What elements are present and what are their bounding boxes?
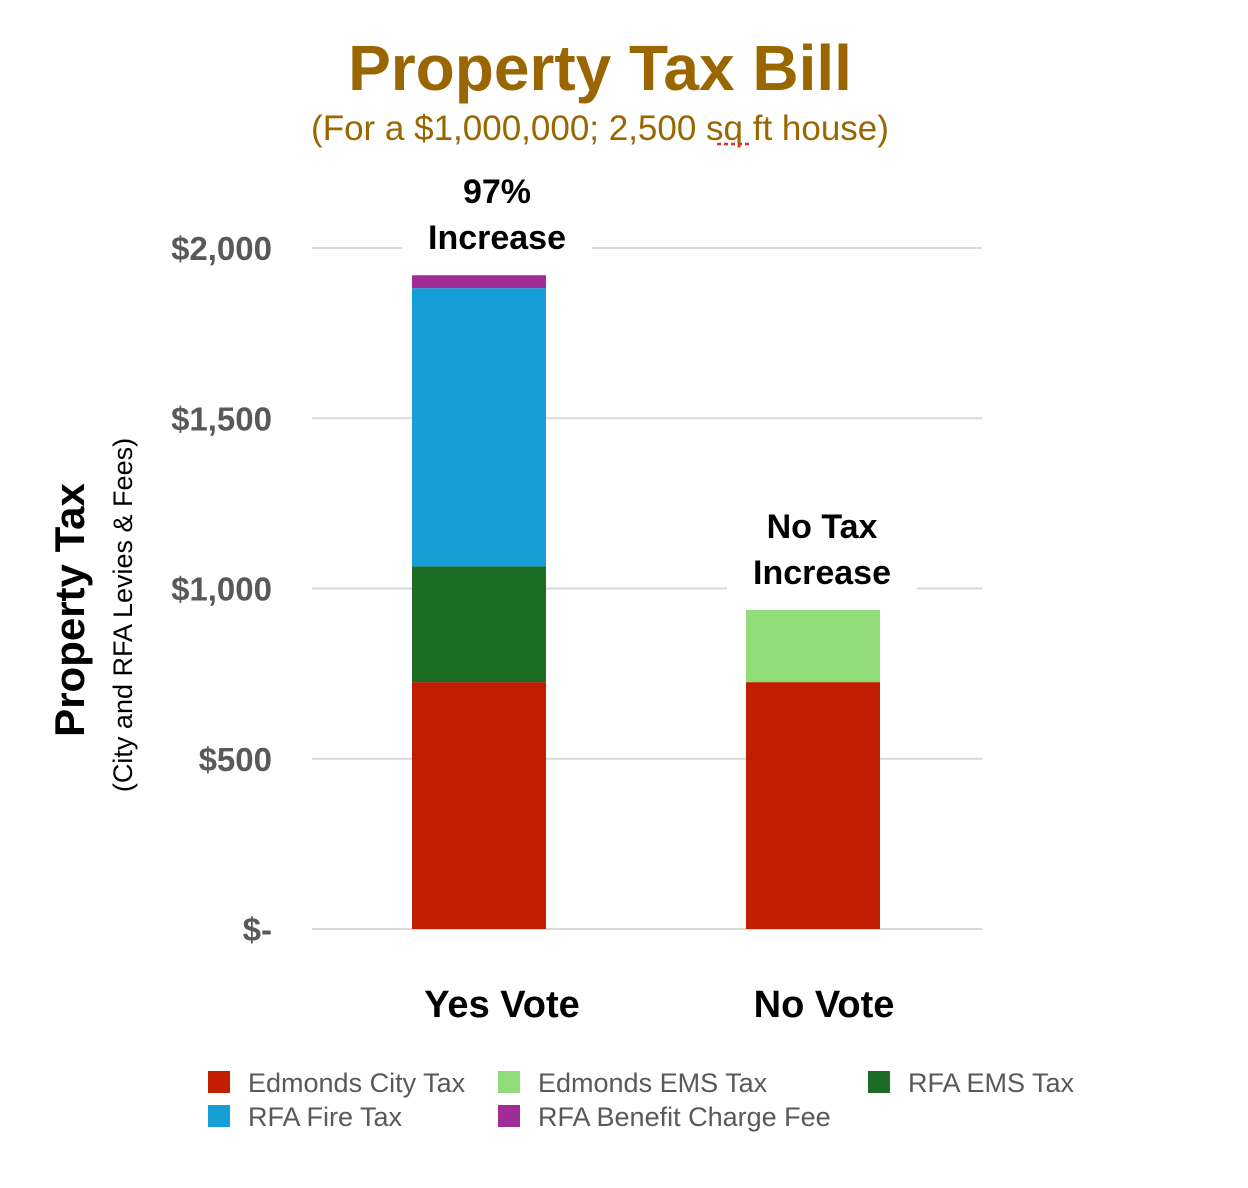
annotation-label: Increase <box>753 554 891 592</box>
annotation-background <box>402 167 592 264</box>
bar-segment <box>746 682 880 929</box>
legend-label: RFA EMS Tax <box>908 1068 1075 1098</box>
y-axis-ticks: $- $500 $1,000 $1,500 $2,000 <box>171 230 272 948</box>
bar-segment <box>746 609 880 683</box>
legend-swatch <box>498 1071 520 1093</box>
annotations: 97% Increase No Tax Increase <box>402 167 917 598</box>
y-tick-label: $2,000 <box>171 230 272 267</box>
legend-label: Edmonds City Tax <box>248 1068 466 1098</box>
y-axis-label-group: Property Tax <box>46 483 93 737</box>
x-tick-label: Yes Vote <box>424 984 580 1026</box>
bars <box>412 275 880 929</box>
bar-segment <box>412 682 546 929</box>
bar-segment <box>412 275 546 289</box>
legend-swatch <box>868 1071 890 1093</box>
y-tick-label: $1,000 <box>171 571 272 608</box>
annotation-label: Increase <box>428 219 566 257</box>
x-axis-ticks: Yes Vote No Vote <box>424 984 894 1026</box>
bar-segment <box>412 288 546 567</box>
y-tick-label: $500 <box>199 741 272 778</box>
legend-label: RFA Fire Tax <box>248 1102 403 1132</box>
y-tick-label: $1,500 <box>171 400 272 437</box>
annotation-label: No Tax <box>767 508 878 546</box>
x-tick-label: No Vote <box>754 984 895 1026</box>
legend-swatch <box>208 1071 230 1093</box>
annotation-label: 97% <box>463 173 531 211</box>
legend: Edmonds City Tax Edmonds EMS Tax RFA EMS T… <box>208 1068 1075 1132</box>
y-axis-sublabel-group: (City and RFA Levies & Fees) <box>108 438 138 792</box>
legend-label: Edmonds EMS Tax <box>538 1068 768 1098</box>
chart-subtitle: (For a $1,000,000; 2,500 sq ft house) <box>311 109 889 148</box>
legend-swatch <box>498 1105 520 1127</box>
legend-swatch <box>208 1105 230 1127</box>
legend-label: RFA Benefit Charge Fee <box>538 1102 831 1132</box>
y-axis-label: Property Tax <box>46 483 93 737</box>
chart-title: Property Tax Bill <box>348 32 852 104</box>
bar-segment <box>412 566 546 683</box>
y-axis-sublabel: (City and RFA Levies & Fees) <box>108 438 138 792</box>
annotation-background <box>727 501 917 598</box>
y-tick-label: $- <box>243 911 272 948</box>
